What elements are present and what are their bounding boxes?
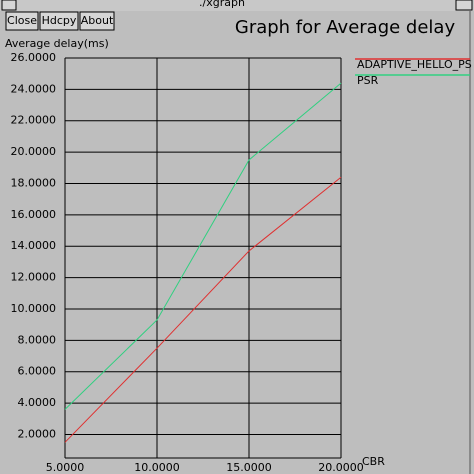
y-tick-label: 4.0000 <box>18 396 57 409</box>
y-tick-label: 18.0000 <box>11 176 57 189</box>
y-tick-label: 12.0000 <box>11 271 57 284</box>
y-tick-label: 8.0000 <box>18 333 57 346</box>
y-tick-label: 22.0000 <box>11 114 57 127</box>
series-line <box>64 176 342 443</box>
chart-title: Graph for Average delay <box>235 17 456 38</box>
y-tick-label: 20.0000 <box>11 145 57 158</box>
window-menu[interactable] <box>1 0 17 11</box>
close-button[interactable] <box>5 11 39 31</box>
legend-label: ADAPTIVE_HELLO_PS <box>357 58 472 71</box>
x-tick-label: 5.0000 <box>46 461 85 474</box>
about-button-label[interactable]: About <box>81 14 114 27</box>
y-tick-label: 16.0000 <box>11 208 57 221</box>
y-tick-label: 10.0000 <box>11 302 57 315</box>
legend-label: PSR <box>357 74 379 87</box>
hdcpy-button[interactable] <box>39 11 79 31</box>
close-button-label[interactable]: Close <box>7 14 37 27</box>
y-axis-label: Average delay(ms) <box>5 37 109 50</box>
hdcpy-button-label[interactable]: Hdcpy <box>42 14 77 27</box>
y-tick-label: 26.0000 <box>11 51 57 64</box>
y-tick-label: 2.0000 <box>18 427 57 440</box>
series-line <box>64 82 342 410</box>
y-tick-label: 24.0000 <box>11 82 57 95</box>
x-axis-label: CBR <box>362 455 385 468</box>
x-tick-label: 10.0000 <box>134 461 180 474</box>
window-title: ./xgraph <box>199 0 245 9</box>
window-close[interactable] <box>455 0 473 11</box>
about-button[interactable] <box>79 11 115 31</box>
title-bar <box>0 0 474 11</box>
x-tick-label: 15.0000 <box>226 461 272 474</box>
y-tick-label: 14.0000 <box>11 239 57 252</box>
x-tick-label: 20.0000 <box>318 461 364 474</box>
y-tick-label: 6.0000 <box>18 365 57 378</box>
